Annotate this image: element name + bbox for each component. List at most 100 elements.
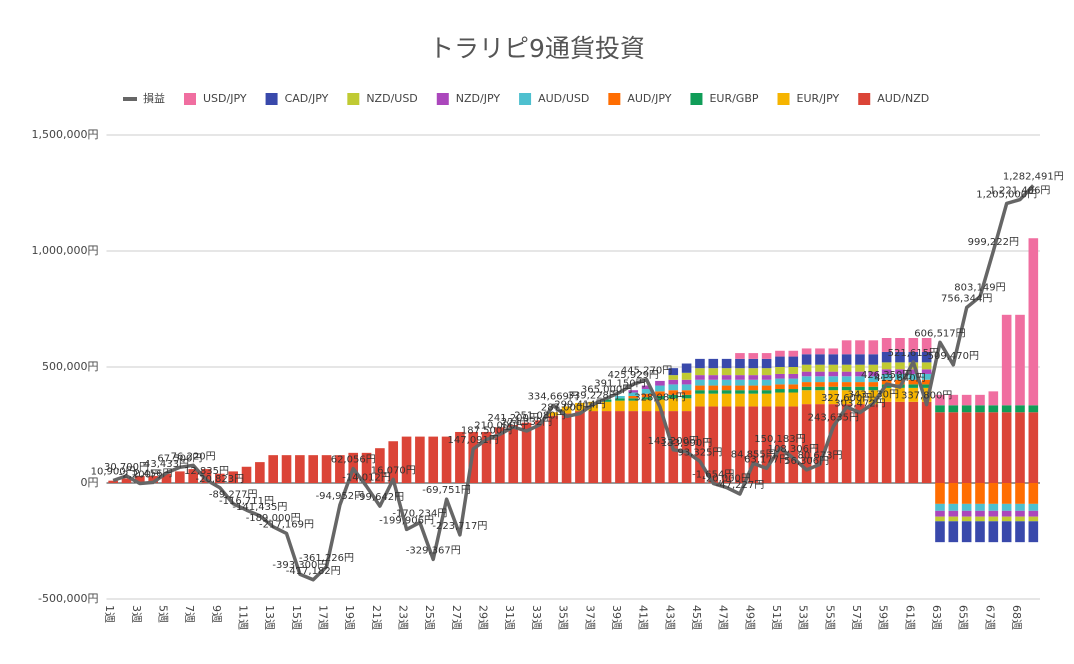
bar-segment bbox=[241, 466, 252, 483]
bar-segment bbox=[988, 405, 999, 413]
legend-swatch bbox=[777, 93, 790, 105]
bar-segment bbox=[721, 385, 732, 391]
bar-segment bbox=[561, 406, 572, 414]
bar-segment bbox=[308, 455, 319, 483]
legend-swatch bbox=[436, 93, 449, 105]
bar-segment bbox=[428, 436, 439, 483]
bar-segment bbox=[801, 390, 812, 405]
bar-segment bbox=[1028, 412, 1039, 483]
bar-segment bbox=[855, 371, 865, 377]
bar-segment bbox=[868, 364, 879, 372]
bar-segment bbox=[881, 369, 892, 374]
bar-segment bbox=[855, 376, 865, 383]
bar-segment bbox=[961, 503, 972, 511]
bar-segment bbox=[761, 368, 772, 376]
data-label: -170,234円 bbox=[392, 508, 447, 519]
data-label: 16,070円 bbox=[371, 465, 416, 476]
data-label: -47,227円 bbox=[716, 480, 765, 491]
bar-segment bbox=[775, 350, 785, 357]
bar-segment bbox=[868, 340, 879, 355]
legend-swatch bbox=[265, 93, 278, 105]
bar-segment bbox=[881, 387, 892, 402]
bar-segment bbox=[548, 415, 559, 483]
bar-segment bbox=[775, 406, 785, 483]
bar-segment bbox=[735, 393, 745, 407]
bar-segment bbox=[681, 372, 692, 380]
x-tick-label: 53週 bbox=[797, 605, 810, 630]
data-label: 445,270円 bbox=[621, 366, 672, 377]
x-tick-label: 63週 bbox=[930, 605, 943, 630]
bar-segment bbox=[748, 358, 759, 369]
data-label: 337,800円 bbox=[901, 391, 952, 402]
bar-segment bbox=[921, 384, 932, 388]
x-tick-label: 7週 bbox=[183, 605, 196, 623]
x-tick-label: 23週 bbox=[397, 605, 410, 630]
bar-segment bbox=[895, 338, 905, 352]
bar-segment bbox=[935, 412, 945, 483]
bar-segment bbox=[761, 375, 772, 380]
bar-segment bbox=[655, 391, 665, 396]
x-tick-label: 25週 bbox=[423, 605, 436, 630]
bar-segment bbox=[815, 364, 825, 372]
data-label: -116,711円 bbox=[219, 496, 274, 507]
data-label: 327,600円 bbox=[821, 393, 872, 404]
bar-segment bbox=[508, 425, 519, 483]
bar-segment bbox=[1028, 483, 1039, 504]
bar-segment bbox=[1028, 521, 1039, 543]
bar-segment bbox=[455, 431, 465, 483]
bar-segment bbox=[695, 393, 705, 407]
data-label: 187,500円 bbox=[461, 426, 512, 437]
bar-segment bbox=[668, 375, 679, 380]
data-label: -89,277円 bbox=[209, 490, 258, 501]
bar-segment bbox=[1001, 510, 1012, 517]
y-tick-label: -500,000円 bbox=[38, 592, 98, 605]
data-label: -141,435円 bbox=[232, 502, 287, 513]
bar-segment bbox=[775, 356, 785, 367]
bar-segment bbox=[601, 411, 612, 483]
bar-segment bbox=[188, 469, 198, 483]
bar-segment bbox=[748, 379, 759, 386]
bar-segment bbox=[775, 392, 785, 407]
bar-segment bbox=[855, 382, 865, 387]
bar-segment bbox=[695, 358, 705, 369]
x-tick-label: 33週 bbox=[530, 605, 543, 630]
bar-segment bbox=[935, 510, 945, 517]
x-tick-label: 45週 bbox=[690, 605, 703, 630]
bar-segment bbox=[748, 385, 759, 391]
bar-segment bbox=[1015, 412, 1025, 483]
legend-label: EUR/GBP bbox=[709, 92, 758, 105]
bar-segment bbox=[735, 390, 745, 394]
bar-segment bbox=[908, 401, 919, 483]
x-tick-label: 21週 bbox=[370, 605, 383, 630]
bar-segment bbox=[841, 340, 852, 355]
chart-title: トラリピ9通貨投資 bbox=[429, 34, 645, 63]
bar-segment bbox=[948, 394, 959, 406]
data-label: 334,669円 bbox=[528, 391, 579, 402]
bar-segment bbox=[815, 354, 825, 365]
bar-segment bbox=[1028, 405, 1039, 413]
bar-segment bbox=[868, 376, 879, 383]
bar-segment bbox=[695, 368, 705, 376]
data-label: 243,635円 bbox=[808, 412, 859, 423]
bar-segment bbox=[855, 354, 865, 365]
bar-segment bbox=[1001, 314, 1012, 406]
bar-segment bbox=[735, 375, 745, 380]
data-label: 365,000円 bbox=[581, 384, 632, 395]
bar-segment bbox=[668, 398, 679, 412]
bar-segment bbox=[988, 521, 999, 543]
data-label: -393,300円 bbox=[272, 560, 327, 571]
bar-segment bbox=[721, 406, 732, 483]
data-label: 413,640円 bbox=[874, 373, 925, 384]
data-label: 210,000円 bbox=[474, 420, 525, 431]
bar-segment bbox=[681, 379, 692, 385]
bar-segment bbox=[921, 338, 932, 352]
data-label: 509,470円 bbox=[928, 351, 979, 362]
bar-segment bbox=[895, 401, 905, 483]
data-label: 343,130円 bbox=[848, 389, 899, 400]
bar-segment bbox=[855, 390, 865, 405]
bar-segment bbox=[935, 405, 945, 413]
bar-segment bbox=[535, 420, 545, 483]
bar-segment bbox=[868, 371, 879, 377]
data-label: 1,221,406円 bbox=[990, 186, 1051, 197]
bar-segment bbox=[641, 385, 652, 390]
